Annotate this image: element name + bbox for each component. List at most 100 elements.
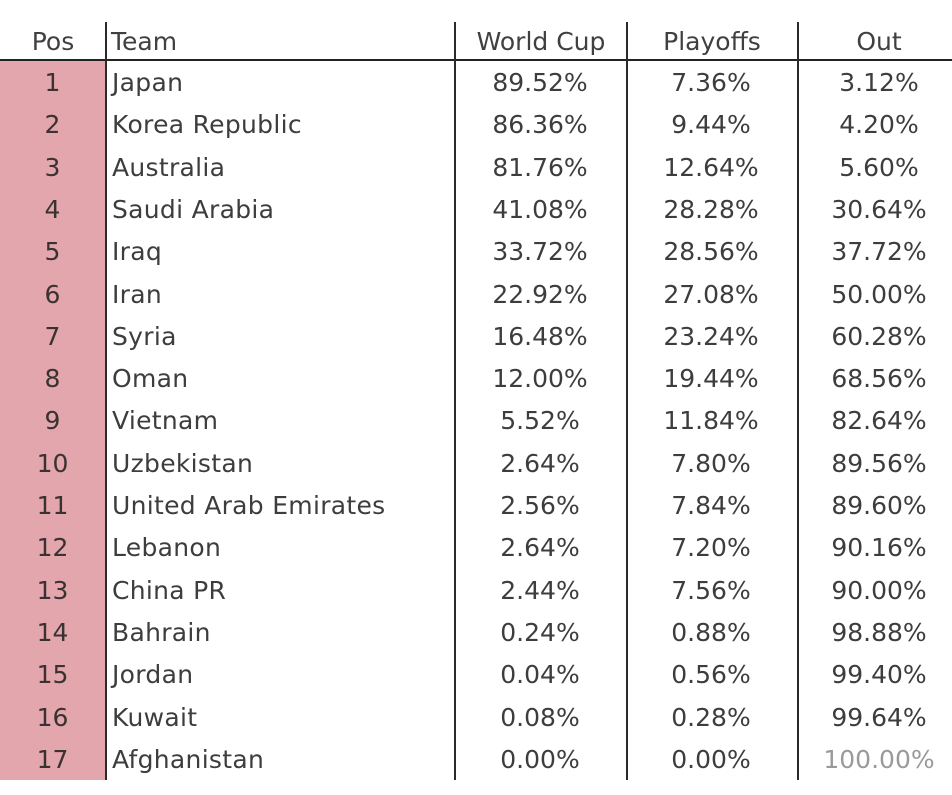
table-row: 3 Australia 81.76% 12.64% 5.60% bbox=[0, 146, 952, 188]
pos-cell: 2 bbox=[44, 110, 61, 140]
playoffs-cell: 11.84% bbox=[663, 406, 759, 436]
pos-cell: 11 bbox=[36, 491, 69, 520]
out-cell: 30.64% bbox=[831, 194, 927, 224]
out-cell: 99.40% bbox=[831, 660, 927, 690]
out-cell: 68.56% bbox=[831, 364, 927, 394]
team-cell: Iran bbox=[112, 279, 163, 309]
playoffs-cell: 23.24% bbox=[663, 321, 759, 351]
out-cell: 37.72% bbox=[831, 237, 927, 267]
pos-cell: 6 bbox=[44, 279, 61, 309]
pos-cell: 4 bbox=[44, 194, 61, 224]
out-cell: 98.88% bbox=[831, 617, 927, 647]
out-cell: 4.20% bbox=[839, 110, 919, 140]
pos-cell: 10 bbox=[36, 448, 69, 478]
header-playoffs: Playoffs bbox=[663, 27, 761, 56]
world-cup-cell: 2.56% bbox=[500, 491, 580, 520]
pos-cell: 7 bbox=[44, 321, 61, 351]
playoffs-cell: 12.64% bbox=[663, 152, 759, 182]
table-row: 17 Afghanistan 0.00% 0.00% 100.00% bbox=[0, 738, 952, 780]
team-cell: Japan bbox=[112, 68, 184, 97]
header-team: Team bbox=[111, 27, 178, 56]
out-cell: 50.00% bbox=[831, 279, 927, 309]
pos-cell: 15 bbox=[36, 660, 69, 690]
out-cell: 5.60% bbox=[839, 152, 919, 182]
qualification-probability-table: Pos Team World Cup Playoffs Out 1 Japan 89… bbox=[0, 22, 952, 780]
column-divider-team bbox=[454, 22, 456, 780]
playoffs-cell: 7.80% bbox=[671, 448, 751, 478]
pos-cell: 1 bbox=[44, 68, 61, 97]
team-cell: Jordan bbox=[112, 660, 194, 690]
table-row: 7 Syria 16.48% 23.24% 60.28% bbox=[0, 315, 952, 357]
playoffs-cell: 27.08% bbox=[663, 279, 759, 309]
playoffs-cell: 7.84% bbox=[671, 491, 751, 520]
world-cup-cell: 2.64% bbox=[500, 448, 580, 478]
table-row: 15 Jordan 0.04% 0.56% 99.40% bbox=[0, 653, 952, 695]
team-cell: Australia bbox=[112, 152, 226, 182]
world-cup-cell: 89.52% bbox=[492, 68, 588, 97]
world-cup-cell: 5.52% bbox=[500, 406, 580, 436]
playoffs-cell: 7.20% bbox=[671, 533, 751, 563]
column-divider-pos bbox=[105, 22, 107, 780]
world-cup-cell: 16.48% bbox=[492, 321, 588, 351]
world-cup-cell: 0.24% bbox=[500, 617, 580, 647]
column-divider-world-cup bbox=[626, 22, 628, 780]
team-cell: China PR bbox=[112, 575, 227, 605]
team-cell: Bahrain bbox=[112, 617, 211, 647]
team-cell: Afghanistan bbox=[112, 744, 265, 774]
world-cup-cell: 86.36% bbox=[492, 110, 588, 140]
pos-cell: 14 bbox=[36, 617, 69, 647]
table-row: 9 Vietnam 5.52% 11.84% 82.64% bbox=[0, 399, 952, 441]
table-row: 16 Kuwait 0.08% 0.28% 99.64% bbox=[0, 696, 952, 738]
team-cell: Kuwait bbox=[112, 702, 198, 732]
world-cup-cell: 2.64% bbox=[500, 533, 580, 563]
table-body: 1 Japan 89.52% 7.36% 3.12% 2 Korea Republic 86.… bbox=[0, 61, 952, 780]
pos-cell: 16 bbox=[36, 702, 69, 732]
table-row: 4 Saudi Arabia 41.08% 28.28% 30.64% bbox=[0, 188, 952, 230]
header-pos: Pos bbox=[31, 27, 75, 56]
world-cup-cell: 41.08% bbox=[492, 194, 588, 224]
playoffs-cell: 19.44% bbox=[663, 364, 759, 394]
world-cup-cell: 81.76% bbox=[492, 152, 588, 182]
team-cell: Vietnam bbox=[112, 406, 219, 436]
pos-cell: 8 bbox=[44, 364, 61, 394]
playoffs-cell: 0.56% bbox=[671, 660, 751, 690]
world-cup-cell: 22.92% bbox=[492, 279, 588, 309]
table-row: 6 Iran 22.92% 27.08% 50.00% bbox=[0, 273, 952, 315]
pos-cell: 9 bbox=[44, 406, 61, 436]
table-row: 13 China PR 2.44% 7.56% 90.00% bbox=[0, 569, 952, 611]
playoffs-cell: 0.88% bbox=[671, 617, 751, 647]
out-cell: 60.28% bbox=[831, 321, 927, 351]
out-cell: 90.16% bbox=[831, 533, 927, 563]
world-cup-cell: 2.44% bbox=[500, 575, 580, 605]
table-row: 8 Oman 12.00% 19.44% 68.56% bbox=[0, 357, 952, 399]
table-row: 1 Japan 89.52% 7.36% 3.12% bbox=[0, 61, 952, 103]
header-out: Out bbox=[856, 27, 902, 56]
world-cup-cell: 33.72% bbox=[492, 237, 588, 267]
out-cell: 90.00% bbox=[831, 575, 927, 605]
table-row: 5 Iraq 33.72% 28.56% 37.72% bbox=[0, 230, 952, 272]
table-row: 14 Bahrain 0.24% 0.88% 98.88% bbox=[0, 611, 952, 653]
playoffs-cell: 7.56% bbox=[671, 575, 751, 605]
pos-cell: 5 bbox=[44, 237, 61, 267]
out-cell: 100.00% bbox=[823, 744, 935, 774]
column-divider-playoffs bbox=[797, 22, 799, 780]
team-cell: United Arab Emirates bbox=[112, 491, 386, 520]
pos-cell: 13 bbox=[36, 575, 69, 605]
table-row: 10 Uzbekistan 2.64% 7.80% 89.56% bbox=[0, 442, 952, 484]
world-cup-cell: 0.04% bbox=[500, 660, 580, 690]
world-cup-cell: 0.00% bbox=[500, 744, 580, 774]
table-header-row: Pos Team World Cup Playoffs Out bbox=[0, 22, 952, 60]
playoffs-cell: 28.28% bbox=[663, 194, 759, 224]
out-cell: 89.60% bbox=[831, 491, 927, 520]
pos-cell: 17 bbox=[36, 744, 69, 774]
team-cell: Oman bbox=[112, 364, 189, 394]
out-cell: 82.64% bbox=[831, 406, 927, 436]
playoffs-cell: 9.44% bbox=[671, 110, 751, 140]
playoffs-cell: 7.36% bbox=[671, 68, 751, 97]
world-cup-cell: 12.00% bbox=[492, 364, 588, 394]
header-divider bbox=[0, 59, 952, 61]
team-cell: Lebanon bbox=[112, 533, 222, 563]
pos-cell: 3 bbox=[44, 152, 61, 182]
team-cell: Syria bbox=[112, 321, 177, 351]
playoffs-cell: 0.28% bbox=[671, 702, 751, 732]
